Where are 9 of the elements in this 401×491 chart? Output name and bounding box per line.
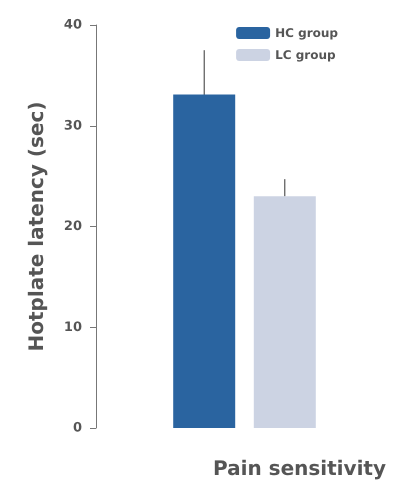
y-tick-label: 20: [64, 219, 82, 234]
legend-label: LC group: [275, 48, 336, 62]
legend-label: HC group: [275, 26, 338, 40]
y-tick-label: 40: [64, 18, 82, 32]
y-tick-label: 0: [72, 420, 82, 436]
y-axis-title: Hotplate latency (sec): [24, 102, 48, 352]
x-axis-title: Pain sensitivity: [212, 456, 386, 480]
y-tick-label: 10: [64, 320, 82, 335]
y-tick-label: 30: [64, 118, 82, 134]
